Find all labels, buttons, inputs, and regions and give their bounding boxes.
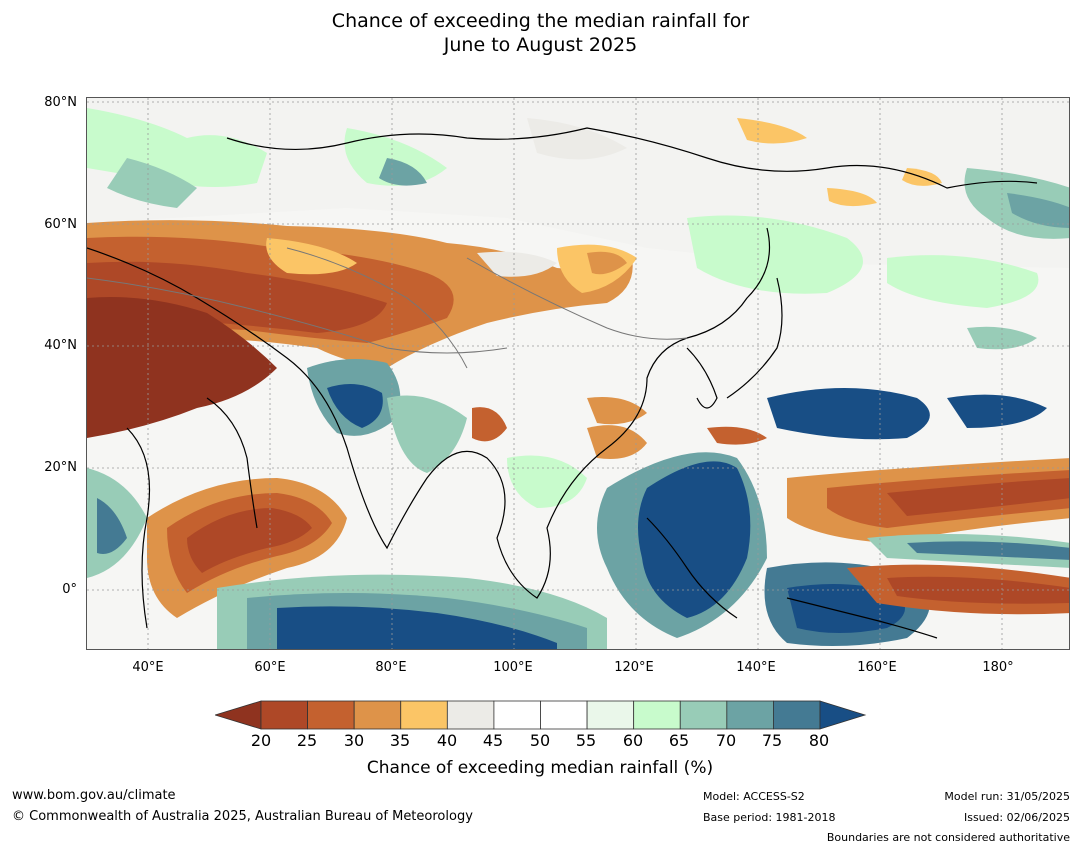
lon-label-80e: 80°E [375,660,407,675]
lon-label-180: 180° [982,660,1014,675]
colorbar-bin [353,700,402,730]
colorbar-tick: 55 [575,731,597,750]
rainfall-probability-map [86,97,1070,650]
colorbar-bin [726,700,774,730]
footer-issued: Issued: 02/06/2025 [963,811,1070,824]
lat-label-0: 0° [62,582,77,597]
colorbar-bin [400,700,448,730]
lon-label-160e: 160°E [857,660,897,675]
colorbar-under-arrow [215,700,262,730]
map-canvas [87,98,1069,649]
colorbar-tick: 75 [761,731,783,750]
footer-model: Model: ACCESS-S2 [703,790,805,803]
footer-copyright: © Commonwealth of Australia 2025, Austra… [12,809,473,824]
colorbar-tick: 70 [715,731,737,750]
colorbar-bin [633,700,681,730]
colorbar-tick: 40 [436,731,458,750]
lon-label-60e: 60°E [254,660,286,675]
title-line-2: June to August 2025 [443,34,638,56]
colorbar-over-arrow [819,700,867,730]
footer-url: www.bom.gov.au/climate [12,788,176,803]
chart-title: Chance of exceeding the median rainfall … [0,9,1081,57]
colorbar-tick: 50 [529,731,551,750]
colorbar-bin [773,700,821,730]
lon-label-140e: 140°E [736,660,776,675]
colorbar-bin [679,700,728,730]
lon-label-100e: 100°E [493,660,533,675]
colorbar-bin [586,700,635,730]
colorbar-bin [307,700,355,730]
footer-model-run: Model run: 31/05/2025 [944,790,1070,803]
lat-label-60n: 60°N [44,217,77,232]
colorbar-tick: 65 [668,731,690,750]
colorbar-bin [260,700,308,730]
colorbar-tick: 45 [482,731,504,750]
colorbar-tick: 35 [389,731,411,750]
colorbar-tick: 60 [622,731,644,750]
lat-label-40n: 40°N [44,338,77,353]
colorbar-bin [540,700,588,730]
colorbar-tick: 25 [296,731,318,750]
colorbar-label: Chance of exceeding median rainfall (%) [366,758,714,778]
lat-label-20n: 20°N [44,460,77,475]
lat-label-80n: 80°N [44,95,77,110]
footer-disclaimer: Boundaries are not considered authoritat… [826,831,1070,844]
lon-label-120e: 120°E [614,660,654,675]
title-line-1: Chance of exceeding the median rainfall … [331,10,750,32]
footer-base-period: Base period: 1981-2018 [703,811,836,824]
colorbar-bin [493,700,541,730]
colorbar-tick: 30 [343,731,365,750]
lon-label-40e: 40°E [132,660,164,675]
colorbar [215,700,867,730]
colorbar-tick: 20 [250,731,272,750]
colorbar-tick: 80 [808,731,830,750]
colorbar-bin [446,700,495,730]
